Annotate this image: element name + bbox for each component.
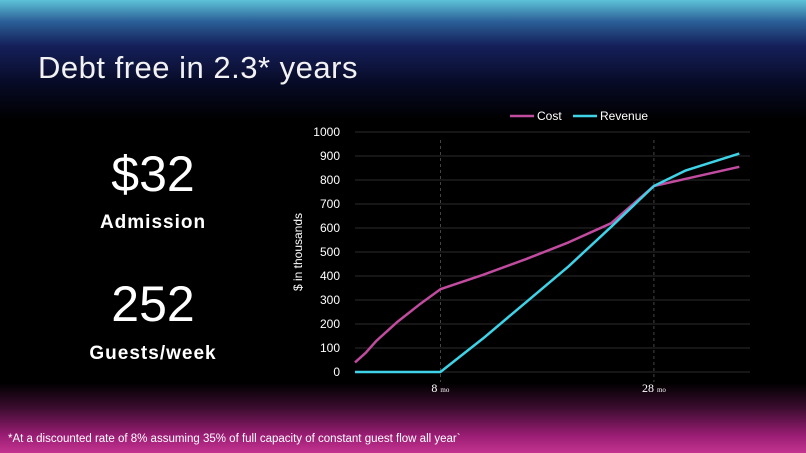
y-tick-label: 800 [320,173,340,187]
footer-gradient-band [0,383,806,453]
y-tick-label: 700 [320,197,340,211]
header-gradient-band [0,0,806,120]
x-tick-label: 28 mo [642,381,666,395]
y-tick-label: 100 [320,341,340,355]
series-line-revenue [355,152,740,374]
y-tick-label: 300 [320,293,340,307]
admission-label: Admission [99,212,207,233]
y-tick-label: 0 [333,365,340,379]
legend-label-cost: Cost [537,109,562,123]
slide-title: Debt free in 2.3* years [38,50,358,85]
legend-label-revenue: Revenue [600,109,648,123]
admission-price-value: $32 [111,146,195,202]
cost-revenue-line-chart: 0 100 200 300 400 500 600 700 800 900 1000 8 mo 28 mo $… [291,109,750,395]
y-axis-label: $ in thousands [291,213,305,291]
x-tick-label: 8 mo [431,381,449,395]
y-tick-label: 500 [320,245,340,259]
series-line-cost [354,165,740,364]
y-tick-label: 200 [320,317,340,331]
guests-per-week-value: 252 [111,276,195,332]
y-tick-label: 400 [320,269,340,283]
y-tick-label: 900 [320,149,340,163]
y-tick-label: 1000 [313,125,340,139]
guests-per-week-label: Guests/week [89,343,217,364]
y-tick-label: 600 [320,221,340,235]
footnote: *At a discounted rate of 8% assuming 35%… [8,433,461,445]
